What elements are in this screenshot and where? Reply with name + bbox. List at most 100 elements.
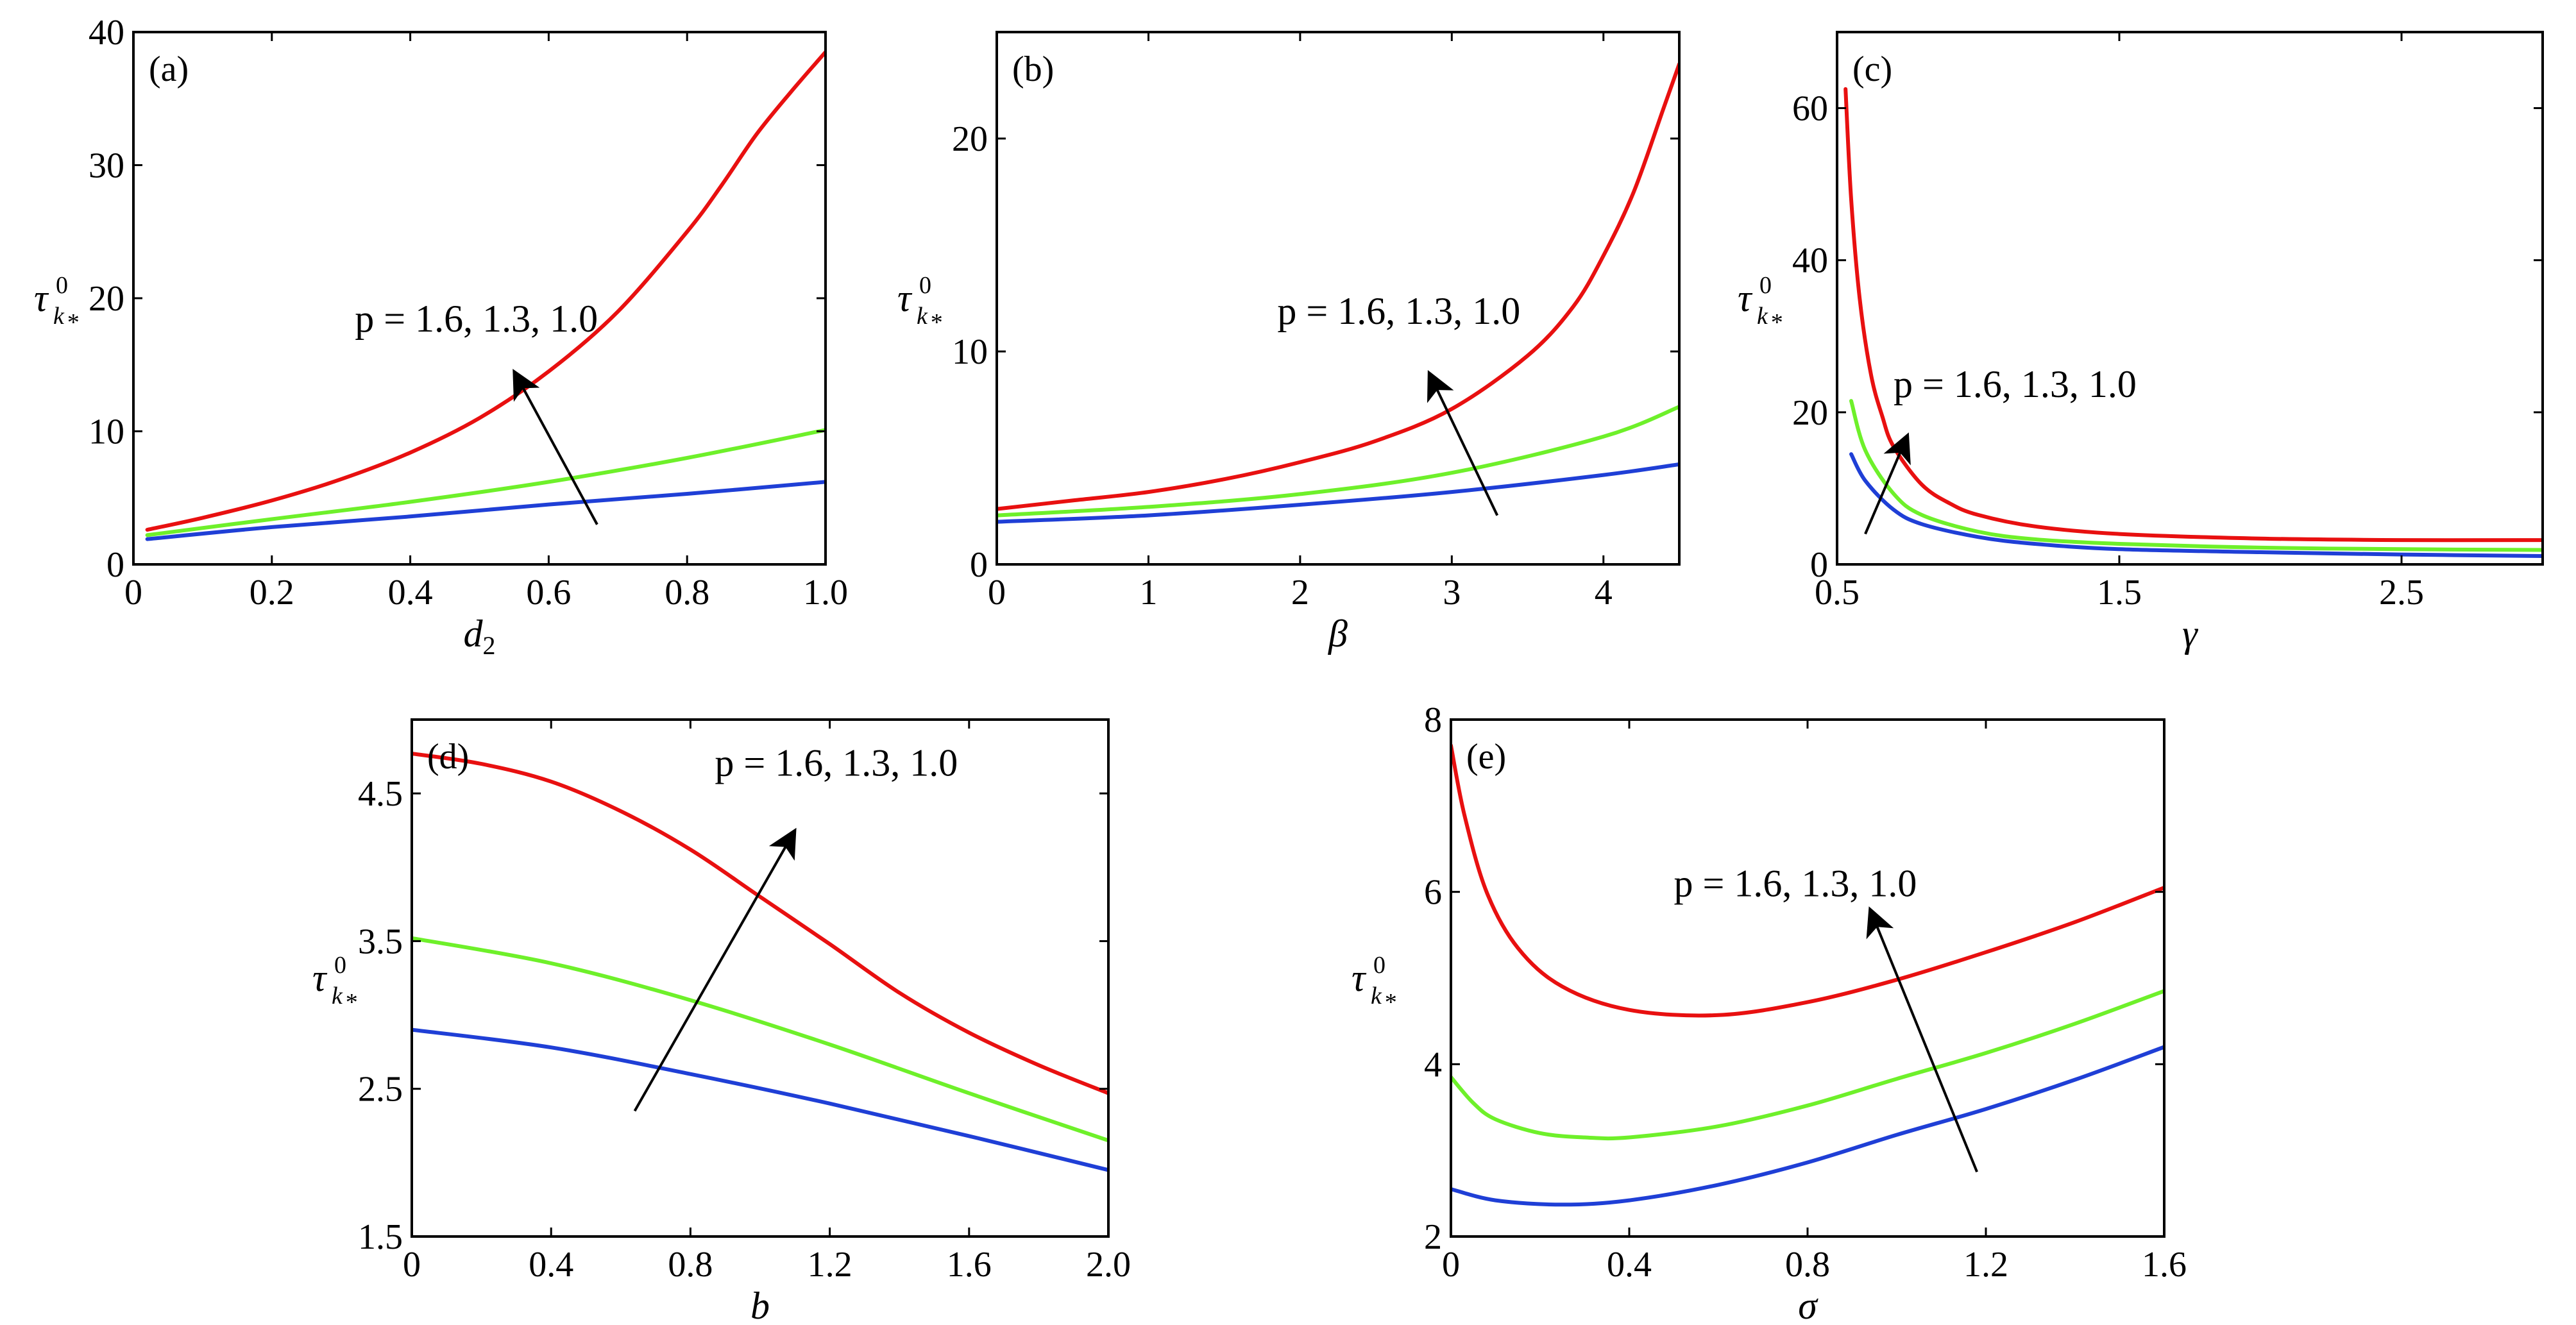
annotation-text: p = 1.6, 1.3, 1.0 bbox=[1674, 862, 1917, 904]
x-tick-label: 0.5 bbox=[1815, 573, 1860, 612]
series-group bbox=[1843, 87, 2543, 558]
y-tick-label: 10 bbox=[952, 332, 988, 372]
x-axis-label-main: β bbox=[1328, 612, 1348, 655]
y-axis-label-sub: k bbox=[917, 303, 928, 330]
x-axis-label: d2 bbox=[464, 612, 496, 660]
x-tick-label: 0.6 bbox=[526, 573, 571, 612]
annotation-arrow bbox=[1866, 906, 1978, 1173]
x-tick-label: 0 bbox=[124, 573, 142, 612]
y-axis-label-sup: 0 bbox=[1373, 952, 1385, 979]
chart-panel-d: 0 0.4 0.8 1.2 1.6 2.0 1.5 2.5 3.5 4.5 b τ k * 0 (d) p = … bbox=[312, 718, 1131, 1325]
y-tick-label: 8 bbox=[1424, 700, 1442, 740]
series-line-0 bbox=[145, 480, 826, 541]
y-axis-label-subsub: * bbox=[1770, 309, 1782, 336]
y-axis-label: τ bbox=[1352, 957, 1367, 999]
y-axis-label-subsub: * bbox=[344, 989, 357, 1016]
annotation-arrow bbox=[1864, 432, 1911, 535]
y-axis-label-sup: 0 bbox=[1759, 272, 1772, 299]
annotation-arrow bbox=[633, 827, 797, 1112]
y-tick-label: 20 bbox=[1792, 393, 1828, 433]
series-line-2 bbox=[145, 50, 826, 532]
y-axis-label: τ bbox=[34, 277, 49, 319]
x-tick-label: 2.5 bbox=[2379, 573, 2424, 612]
y-tick-label: 30 bbox=[89, 146, 124, 186]
y-axis-label: τ bbox=[312, 957, 328, 999]
y-axis-label-sub: k bbox=[53, 303, 65, 330]
annotation-text: p = 1.6, 1.3, 1.0 bbox=[1277, 290, 1520, 332]
x-tick-label: 1.6 bbox=[947, 1245, 992, 1285]
annotation-text: p = 1.6, 1.3, 1.0 bbox=[355, 298, 598, 340]
x-tick-label: 1.5 bbox=[2097, 573, 2142, 612]
x-tick-label: 2 bbox=[1291, 573, 1309, 612]
annotation-text: p = 1.6, 1.3, 1.0 bbox=[1894, 363, 2137, 405]
y-tick-label: 10 bbox=[89, 412, 124, 452]
y-tick-label: 40 bbox=[89, 13, 124, 53]
series-line-1 bbox=[997, 405, 1679, 518]
x-tick-label: 0.8 bbox=[1785, 1245, 1830, 1285]
chart-panel-c: 0.5 1.5 2.5 0 20 40 60 γ τ k * 0 (c) p = 1.6, 1.3, 1.… bbox=[1738, 31, 2544, 655]
x-axis-label-sub: 2 bbox=[483, 631, 496, 660]
y-axis-label-sub: k bbox=[332, 983, 343, 1009]
series-group bbox=[412, 752, 1108, 1172]
plot-frame bbox=[996, 31, 1681, 566]
x-tick-label: 0.8 bbox=[668, 1245, 713, 1285]
chart-panel-b: 0 1 2 3 4 0 10 20 β τ k * 0 (b) p = 1.6, 1.3, 1.0 bbox=[897, 31, 1681, 655]
x-axis-label: σ bbox=[1798, 1285, 1818, 1325]
series-line-0 bbox=[412, 1027, 1108, 1172]
x-tick-label: 3 bbox=[1443, 573, 1461, 612]
x-tick-label: 0 bbox=[988, 573, 1006, 612]
x-tick-label: 0.2 bbox=[250, 573, 294, 612]
x-tick-label: 1.6 bbox=[2142, 1245, 2187, 1285]
y-axis-label-sub: k bbox=[1371, 983, 1382, 1009]
x-tick-label: 2.0 bbox=[1086, 1245, 1131, 1285]
y-tick-label: 40 bbox=[1792, 241, 1828, 281]
y-axis-label-sup: 0 bbox=[56, 272, 68, 299]
y-tick-label: 20 bbox=[952, 119, 988, 159]
y-tick-label: 0 bbox=[1810, 545, 1828, 585]
x-tick-label: 0.4 bbox=[388, 573, 433, 612]
y-tick-label: 1.5 bbox=[358, 1217, 403, 1257]
series-line-2 bbox=[1843, 87, 2543, 543]
x-axis-label: γ bbox=[2182, 612, 2198, 655]
x-tick-label: 4 bbox=[1595, 573, 1613, 612]
series-group bbox=[145, 50, 826, 541]
x-tick-label: 1.2 bbox=[1963, 1245, 2008, 1285]
y-tick-label: 2.5 bbox=[358, 1070, 403, 1110]
y-tick-label: 6 bbox=[1424, 873, 1442, 913]
annotation-text: p = 1.6, 1.3, 1.0 bbox=[715, 742, 958, 784]
x-tick-label: 0 bbox=[403, 1245, 421, 1285]
x-axis-label-main: γ bbox=[2182, 612, 2198, 655]
y-axis-label-subsub: * bbox=[66, 309, 78, 336]
panel-label: (e) bbox=[1466, 737, 1506, 777]
x-tick-label: 0.4 bbox=[1607, 1245, 1652, 1285]
chart-panel-a: 0 0.2 0.4 0.6 0.8 1.0 0 10 20 30 40 d2 τ k * 0 (a) p = 1.… bbox=[34, 13, 848, 660]
series-line-1 bbox=[412, 936, 1108, 1143]
x-tick-label: 0.8 bbox=[665, 573, 709, 612]
x-axis-label: b bbox=[750, 1285, 770, 1325]
annotation-arrow bbox=[513, 369, 598, 525]
x-tick-label: 0.4 bbox=[529, 1245, 573, 1285]
x-axis-label: β bbox=[1328, 612, 1348, 655]
y-axis-label: τ bbox=[1738, 277, 1753, 319]
y-axis-label-subsub: * bbox=[1384, 989, 1396, 1016]
series-line-0 bbox=[1849, 452, 2543, 558]
y-tick-label: 4 bbox=[1424, 1045, 1442, 1084]
y-tick-label: 0 bbox=[970, 545, 988, 585]
y-axis-label-sup: 0 bbox=[334, 952, 346, 979]
x-axis-label-main: b bbox=[750, 1285, 770, 1325]
panel-label: (b) bbox=[1012, 49, 1054, 89]
series-line-2 bbox=[412, 752, 1108, 1095]
panel-label: (a) bbox=[149, 49, 189, 89]
plot-frame bbox=[411, 718, 1110, 1238]
plot-frame bbox=[1836, 31, 2544, 566]
x-tick-label: 1.2 bbox=[808, 1245, 852, 1285]
y-tick-label: 60 bbox=[1792, 89, 1828, 129]
panel-label: (c) bbox=[1852, 49, 1892, 89]
y-axis-label-subsub: * bbox=[929, 309, 942, 336]
x-axis-label-main: σ bbox=[1798, 1285, 1818, 1325]
plot-frame bbox=[1450, 718, 2165, 1238]
y-axis-label-sub: k bbox=[1757, 303, 1768, 330]
y-tick-label: 2 bbox=[1424, 1217, 1442, 1257]
x-axis-label-main: d bbox=[464, 612, 484, 655]
